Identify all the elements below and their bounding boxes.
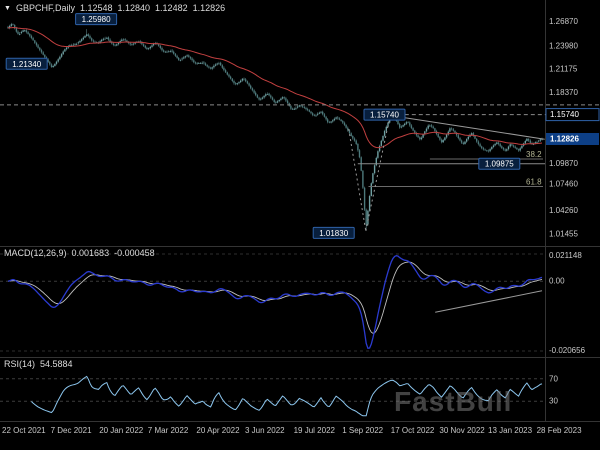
price-marker-label: 1.25980	[82, 15, 111, 24]
date-label: 17 Oct 2022	[391, 426, 435, 435]
trendline	[348, 129, 367, 231]
macd-signal-value: -0.000458	[114, 248, 155, 258]
price-close: 1.12826	[192, 3, 226, 13]
current-price-label: 1.12826	[550, 135, 579, 144]
symbol-header: ▼ GBPCHF,Daily 1.12548 1.12840 1.12482 1.1282…	[4, 3, 230, 13]
axis-tick-label: 1.01455	[549, 230, 578, 239]
macd-trendline	[435, 290, 543, 313]
trendline	[395, 115, 545, 140]
price-marker-label: 1.01830	[319, 229, 348, 238]
rsi-value: 54.5884	[40, 359, 73, 369]
date-label: 19 Jul 2022	[294, 426, 336, 435]
macd-label: MACD(12,26,9)	[4, 248, 67, 258]
axis-level-box	[545, 108, 600, 122]
price-low: 1.12482	[155, 3, 188, 13]
macd-axis-min: -0.020656	[549, 346, 586, 355]
axis-tick-label: 1.21175	[549, 65, 578, 74]
price-marker-label: 1.21340	[12, 60, 41, 69]
price-open: 1.12548	[79, 3, 113, 13]
axis-level-label: 1.15740	[550, 110, 579, 119]
date-label: 7 Mar 2022	[148, 426, 189, 435]
candles-down	[7, 24, 533, 225]
rsi-axis-label: 70	[549, 374, 558, 383]
macd-signal-line	[7, 261, 543, 334]
macd-value: 0.001683	[71, 248, 110, 258]
symbol-marker-icon: ▼	[4, 5, 11, 12]
axis-tick-label: 1.07460	[549, 179, 578, 188]
price-marker-label: 1.15740	[370, 111, 399, 120]
price-marker-box	[75, 13, 118, 26]
macd-header: MACD(12,26,9) 0.001683 -0.000458	[4, 248, 160, 258]
date-label: 22 Oct 2021	[2, 426, 46, 435]
current-price-box	[546, 133, 599, 145]
axis-tick-label: 1.09870	[549, 159, 578, 168]
macd-line	[7, 255, 543, 350]
macd-axis-zero: 0.00	[549, 277, 565, 286]
date-label: 13 Jan 2023	[488, 426, 533, 435]
date-label: 30 Nov 2022	[439, 426, 485, 435]
date-label: 20 Apr 2022	[196, 426, 240, 435]
candles-up	[9, 24, 543, 225]
rsi-axis-label: 30	[549, 397, 558, 406]
date-label: 20 Jan 2022	[99, 426, 144, 435]
date-label: 1 Sep 2022	[342, 426, 383, 435]
watermark: FastBull	[394, 386, 513, 417]
ma-line	[7, 26, 543, 149]
date-label: 3 Jun 2022	[245, 426, 285, 435]
trendline	[365, 114, 391, 232]
price-marker-box	[478, 157, 521, 170]
rsi-line	[31, 375, 543, 417]
axis-tick-label: 1.18370	[549, 88, 578, 97]
rsi-header: RSI(14) 54.5884	[4, 359, 78, 369]
fib-level-label: 61.8	[526, 178, 542, 187]
date-label: 7 Dec 2021	[51, 426, 92, 435]
axis-tick-label: 1.04260	[549, 206, 578, 215]
symbol-name: GBPCHF,Daily	[15, 3, 75, 13]
axis-tick-label: 1.23980	[549, 41, 578, 50]
date-label: 28 Feb 2023	[537, 426, 582, 435]
axis-tick-label: 1.26870	[549, 17, 578, 26]
price-high: 1.12840	[117, 3, 151, 13]
price-marker-box	[312, 226, 355, 239]
macd-axis-max: 0.021148	[549, 251, 582, 260]
price-marker-label: 1.09875	[485, 160, 514, 169]
price-marker-box	[363, 108, 406, 121]
rsi-label: RSI(14)	[4, 359, 36, 369]
fib-level-label: 38.2	[526, 150, 542, 159]
price-marker-box	[5, 57, 48, 70]
